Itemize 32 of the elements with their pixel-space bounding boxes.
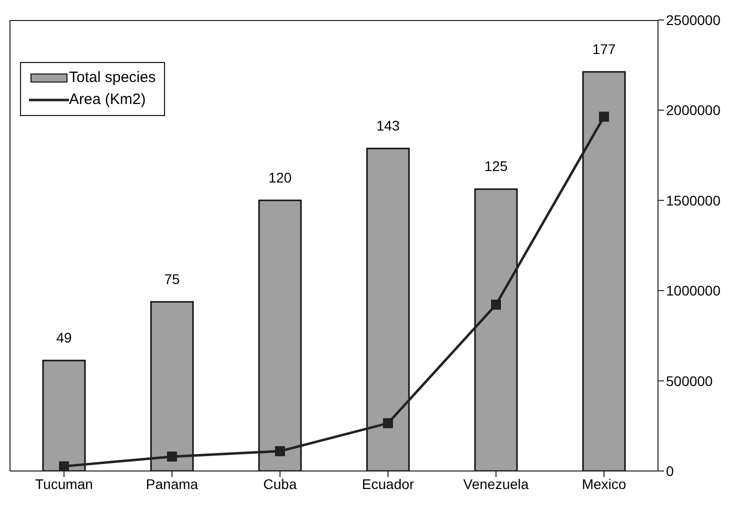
y2-tick-label: 1000000 <box>666 282 721 299</box>
point <box>59 461 69 471</box>
x-tick-label: Mexico <box>582 476 626 492</box>
bar <box>150 301 194 471</box>
point <box>491 300 501 310</box>
y2-tick-label: 2500000 <box>666 12 721 28</box>
legend-label: Area (Km2) <box>69 90 146 110</box>
point <box>275 446 285 456</box>
x-tick-label: Panama <box>146 476 198 492</box>
bar <box>258 200 302 471</box>
bar <box>42 360 86 471</box>
bar <box>366 148 410 471</box>
point <box>167 452 177 462</box>
data-label: 120 <box>268 169 292 186</box>
data-label: 125 <box>484 158 508 174</box>
x-tick-label: Venezuela <box>463 476 529 492</box>
data-label: 75 <box>164 270 180 287</box>
data-label: 177 <box>592 40 616 57</box>
point <box>599 112 609 122</box>
point <box>383 418 393 428</box>
y2-tick-label: 2000000 <box>666 102 721 118</box>
bar <box>582 71 626 471</box>
data-label: 143 <box>376 118 400 134</box>
y2-tick-label: 0 <box>666 462 674 479</box>
x-tick-label: Cuba <box>263 476 297 492</box>
y2-tick-label: 1500000 <box>666 192 721 208</box>
x-tick-label: Ecuador <box>362 476 414 492</box>
data-label: 49 <box>56 330 72 346</box>
y2-tick-label: 500000 <box>666 372 713 389</box>
bar <box>474 188 518 471</box>
legend-label: Total species <box>69 68 156 88</box>
x-tick-label: Tucuman <box>35 476 93 492</box>
